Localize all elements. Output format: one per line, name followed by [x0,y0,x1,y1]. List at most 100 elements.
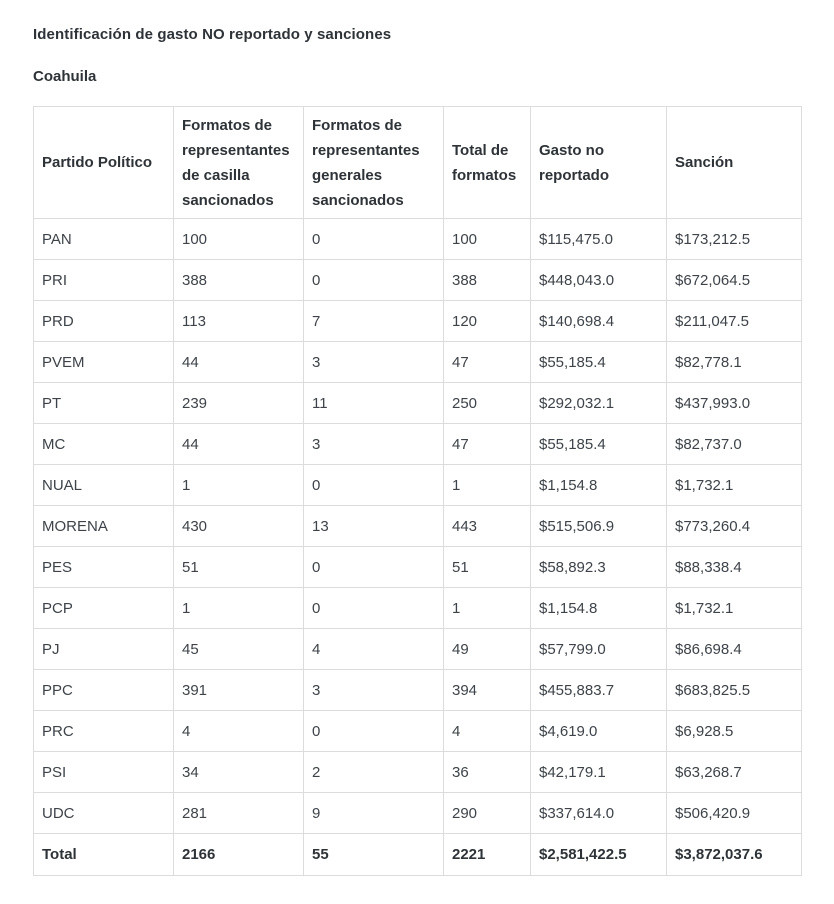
table-cell: UDC [33,792,174,834]
table-cell: 47 [443,423,531,465]
table-cell: 36 [443,751,531,793]
table-cell: PRC [33,710,174,752]
table-cell: 394 [443,669,531,711]
table-cell: 388 [443,259,531,301]
table-cell: 3 [303,423,444,465]
table-row: PRC 4 0 4 $4,619.0 $6,928.5 [33,710,802,752]
col-header-gasto-no-reportado: Gasto no reportado [530,106,667,219]
table-cell: 3 [303,341,444,383]
table-cell: $140,698.4 [530,300,667,342]
table-cell: PT [33,382,174,424]
table-cell: PAN [33,218,174,260]
table-cell: $63,268.7 [666,751,802,793]
table-cell: 13 [303,505,444,547]
table-cell: $55,185.4 [530,341,667,383]
table-row: PRI 388 0 388 $448,043.0 $672,064.5 [33,259,802,301]
table-cell: 2221 [443,833,531,876]
table-cell: 1 [443,587,531,629]
table-cell: 9 [303,792,444,834]
table-cell: PCP [33,587,174,629]
table-cell: $1,154.8 [530,587,667,629]
table-cell: $58,892.3 [530,546,667,588]
table-cell: $42,179.1 [530,751,667,793]
table-cell: 0 [303,464,444,506]
table-cell: $515,506.9 [530,505,667,547]
table-cell: $337,614.0 [530,792,667,834]
table-row: MC 44 3 47 $55,185.4 $82,737.0 [33,423,802,465]
table-cell: $1,154.8 [530,464,667,506]
table-row: PSI 34 2 36 $42,179.1 $63,268.7 [33,751,802,793]
table-cell: 388 [173,259,304,301]
table-cell: $1,732.1 [666,464,802,506]
table-row: PJ 45 4 49 $57,799.0 $86,698.4 [33,628,802,670]
table-header-row: Partido Político Formatos de representan… [33,106,802,219]
table-cell: 47 [443,341,531,383]
table-cell: PES [33,546,174,588]
table-row: UDC 281 9 290 $337,614.0 $506,420.9 [33,792,802,834]
table-cell: 100 [173,218,304,260]
table-row: PRD 113 7 120 $140,698.4 $211,047.5 [33,300,802,342]
table-cell: $4,619.0 [530,710,667,752]
table-row: PVEM 44 3 47 $55,185.4 $82,778.1 [33,341,802,383]
sanctions-table: Partido Político Formatos de representan… [33,106,802,876]
table-cell: 4 [443,710,531,752]
table-cell: $506,420.9 [666,792,802,834]
table-cell: $173,212.5 [666,218,802,260]
table-cell: 7 [303,300,444,342]
table-cell: 51 [443,546,531,588]
table-cell: 4 [173,710,304,752]
table-cell: 45 [173,628,304,670]
col-header-formatos-generales-sancionados: Formatos de representantes generales san… [303,106,444,219]
table-row: PT 239 11 250 $292,032.1 $437,993.0 [33,382,802,424]
table-cell: 44 [173,423,304,465]
table-cell: 100 [443,218,531,260]
table-row: MORENA 430 13 443 $515,506.9 $773,260.4 [33,505,802,547]
table-cell: $437,993.0 [666,382,802,424]
table-cell: 2 [303,751,444,793]
table-cell: 0 [303,710,444,752]
table-cell: PRD [33,300,174,342]
table-cell: PPC [33,669,174,711]
table-cell: Total [33,833,174,876]
table-cell: 0 [303,259,444,301]
page: Identificación de gasto NO reportado y s… [33,26,802,876]
table-cell: $2,581,422.5 [530,833,667,876]
table-total-row: Total 2166 55 2221 $2,581,422.5 $3,872,037.6 [33,833,802,876]
table-cell: $773,260.4 [666,505,802,547]
table-cell: 2166 [173,833,304,876]
table-cell: $3,872,037.6 [666,833,802,876]
table-cell: PJ [33,628,174,670]
table-cell: $86,698.4 [666,628,802,670]
table-cell: $683,825.5 [666,669,802,711]
table-cell: 0 [303,587,444,629]
table-cell: 281 [173,792,304,834]
col-header-formatos-casilla-sancionados: Formatos de representantes de casilla sa… [173,106,304,219]
table-cell: 0 [303,218,444,260]
table-cell: 34 [173,751,304,793]
table-cell: 113 [173,300,304,342]
table-cell: $82,778.1 [666,341,802,383]
table-row: PPC 391 3 394 $455,883.7 $683,825.5 [33,669,802,711]
table-cell: 1 [173,464,304,506]
col-header-partido-politico: Partido Político [33,106,174,219]
table-row: PAN 100 0 100 $115,475.0 $173,212.5 [33,218,802,260]
table-cell: $55,185.4 [530,423,667,465]
table-cell: 239 [173,382,304,424]
table-row: PES 51 0 51 $58,892.3 $88,338.4 [33,546,802,588]
col-header-total-formatos: Total de formatos [443,106,531,219]
table-cell: $455,883.7 [530,669,667,711]
table-cell: $672,064.5 [666,259,802,301]
table-cell: 1 [173,587,304,629]
table-cell: 3 [303,669,444,711]
table-cell: 1 [443,464,531,506]
table-cell: $211,047.5 [666,300,802,342]
table-cell: 49 [443,628,531,670]
table-cell: 120 [443,300,531,342]
table-cell: 443 [443,505,531,547]
table-row: PCP 1 0 1 $1,154.8 $1,732.1 [33,587,802,629]
table-cell: 430 [173,505,304,547]
table-cell: 11 [303,382,444,424]
page-subtitle: Coahuila [33,68,97,85]
table-cell: 290 [443,792,531,834]
table-row: NUAL 1 0 1 $1,154.8 $1,732.1 [33,464,802,506]
